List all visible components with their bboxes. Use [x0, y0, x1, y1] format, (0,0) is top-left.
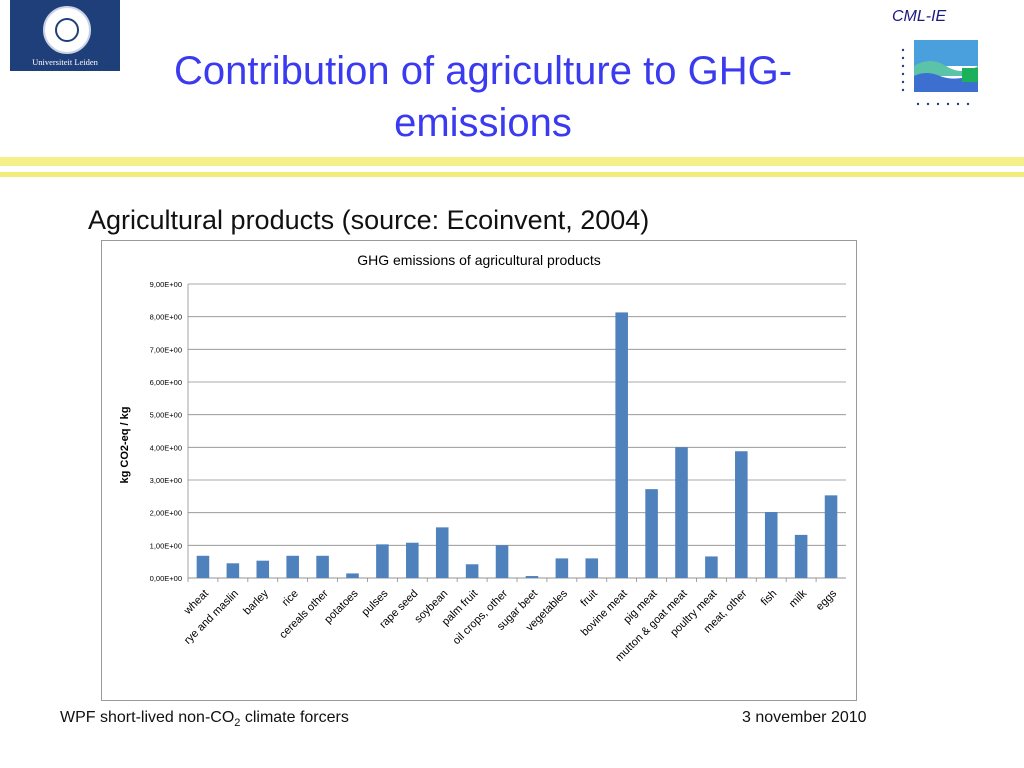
footer-date: 3 november 2010: [742, 709, 867, 726]
y-tick-label: 6,00E+00: [150, 378, 182, 387]
bar: [435, 527, 449, 578]
chart-gridlines: [187, 283, 846, 582]
bar: [495, 545, 509, 578]
bar: [525, 576, 539, 578]
x-tick-label: fruit: [578, 588, 599, 609]
footer-event-suffix: climate forcers: [240, 709, 349, 726]
bar-chart: GHG emissions of agricultural products k…: [119, 252, 846, 664]
y-tick-label: 7,00E+00: [150, 345, 182, 354]
y-tick-label: 2,00E+00: [150, 509, 182, 518]
slide-title: Contribution of agriculture to GHG-emiss…: [173, 49, 793, 145]
bar: [555, 558, 569, 578]
footer-event-subscript: 2: [234, 717, 241, 730]
x-tick-label: rye and maslin: [182, 588, 241, 647]
bar: [794, 534, 808, 578]
bar: [256, 560, 270, 578]
x-tick-label: potatoes: [322, 587, 361, 626]
bar: [346, 573, 359, 578]
chart-y-tick-labels: 0,00E+00 1,00E+00 2,00E+00 3,00E+00 4,00E+00…: [150, 280, 182, 583]
chart-title: GHG emissions of agricultural products: [357, 252, 601, 268]
bar: [824, 495, 838, 578]
y-tick-label: 9,00E+00: [150, 280, 182, 289]
university-seal-icon: [43, 6, 91, 54]
x-tick-label: fish: [759, 588, 780, 609]
decorative-band-thin: [0, 172, 1024, 177]
x-tick-label: eggs: [814, 587, 840, 613]
bar: [705, 556, 718, 578]
bar: [406, 542, 419, 578]
chart-y-axis-label: kg CO2-eq / kg: [119, 406, 131, 483]
bar: [376, 544, 389, 578]
bar: [675, 447, 688, 578]
slide-subtitle: Agricultural products (source: Ecoinvent…: [88, 205, 650, 235]
footer-event-prefix: WPF short-lived non-CO: [60, 709, 235, 726]
bar: [226, 563, 240, 578]
y-tick-label: 1,00E+00: [150, 541, 182, 550]
cml-ie-label: CML-IE: [892, 8, 947, 25]
bar: [316, 555, 329, 578]
y-tick-label: 5,00E+00: [150, 411, 182, 420]
bar: [615, 312, 628, 578]
chart-bars: [196, 312, 838, 578]
y-tick-label: 3,00E+00: [150, 476, 182, 485]
bar: [286, 555, 299, 578]
cml-ie-logo-icon: [901, 40, 978, 106]
bar: [585, 558, 599, 578]
bar: [465, 564, 479, 578]
x-tick-label: milk: [787, 587, 810, 610]
chart-frame: GHG emissions of agricultural products k…: [101, 240, 857, 701]
footer-event-label: WPF short-lived non-CO2 climate forcers: [60, 709, 349, 729]
y-tick-label: 4,00E+00: [150, 443, 182, 452]
decorative-band: [0, 157, 1024, 166]
bar: [645, 489, 658, 578]
y-tick-label: 0,00E+00: [150, 574, 182, 583]
y-tick-label: 8,00E+00: [150, 313, 182, 322]
x-tick-label: barley: [241, 587, 271, 617]
university-logo-label: Universiteit Leiden: [32, 57, 98, 67]
university-leiden-logo: Universiteit Leiden: [10, 0, 120, 71]
bar: [764, 512, 778, 578]
bar: [735, 451, 748, 578]
x-tick-label: rice: [280, 588, 301, 609]
bar: [196, 555, 210, 578]
